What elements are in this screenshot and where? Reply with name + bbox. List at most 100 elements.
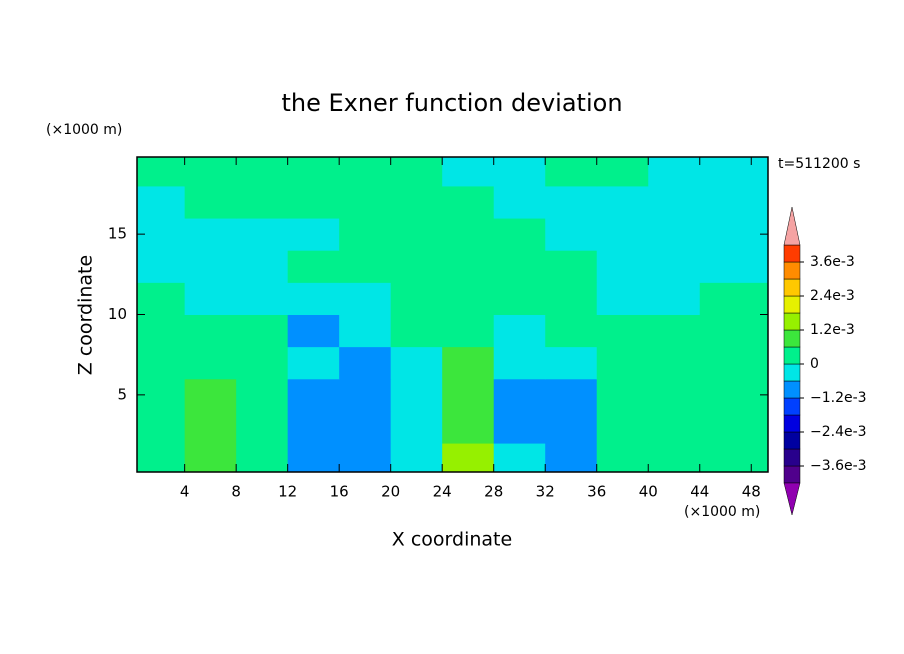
field-cell [184,346,237,380]
field-cell [648,443,701,473]
field-cell [287,410,340,444]
field-cell [493,282,546,315]
field-cell [699,346,769,380]
field-cell [339,250,392,283]
x-tick-label: 24 [433,483,452,501]
field-cell [493,218,546,251]
field-cell [699,282,769,315]
x-tick-label: 36 [587,483,606,501]
field-cell [137,218,186,251]
x-tick-label: 44 [690,483,709,501]
field-cell [137,443,186,473]
field-cell [596,218,649,251]
field-cell [648,157,701,187]
field-cell [596,314,649,348]
field-cell [442,378,495,412]
field-cell [390,185,443,219]
field-cell [390,346,443,380]
field-cell [287,314,340,348]
colorbar-tick-label: 1.2e-3 [810,322,855,338]
y-tick-label: 10 [108,305,127,323]
field-cell [596,443,649,473]
x-tick-label: 28 [484,483,503,501]
field-cell [287,185,340,219]
colorbar-tick-label: −3.6e-3 [810,458,867,474]
field-cell [545,346,598,380]
field-cell [184,443,237,473]
field-cell [287,443,340,473]
field-cell [184,378,237,412]
colorbar-over-arrow [783,206,801,246]
colorbar-box [783,346,801,365]
colorbar-box [783,448,801,467]
field-cell [287,157,340,187]
field-cell [390,314,443,348]
field-cell [442,157,495,187]
field-cell [493,185,546,219]
field-cell [339,346,392,380]
field-cell [442,250,495,283]
field-cell [236,250,289,283]
colorbar-box [783,278,801,297]
field-cell [442,314,495,348]
colorbar-tick-label: −1.2e-3 [810,390,867,406]
field-cell [184,185,237,219]
field-cell [545,410,598,444]
field-cell [493,314,546,348]
x-tick-label: 12 [278,483,297,501]
field-cell [339,218,392,251]
field-cell [390,410,443,444]
field-cell [184,157,237,187]
field-cell [287,282,340,315]
colorbar-box [783,295,801,314]
field-cell [137,282,186,315]
field-cell [287,218,340,251]
field-cell [390,378,443,412]
field-cell [236,185,289,219]
x-tick-label: 16 [330,483,349,501]
field-cell [184,250,237,283]
y-tick-label: 15 [108,225,127,243]
colorbar-under-arrow [783,482,801,516]
field-cell [545,157,598,187]
field-cell [699,443,769,473]
y-unit: (×1000 m) [46,122,122,138]
field-cell [390,282,443,315]
field-cell [390,218,443,251]
field-cell [596,346,649,380]
field-cell [648,410,701,444]
x-tick-label: 20 [381,483,400,501]
field-cell [493,346,546,380]
colorbar-tick-label: 0 [810,356,819,372]
field-cell [493,410,546,444]
field-cell [545,218,598,251]
colorbar-box [783,431,801,450]
field-cell [339,378,392,412]
colorbar-box [783,244,801,263]
field-cell [596,410,649,444]
field-cell [545,282,598,315]
field-cell [442,218,495,251]
x-tick-label: 48 [742,483,761,501]
field-cell [442,185,495,219]
y-tick-label: 5 [117,385,127,403]
field-cell [390,443,443,473]
field-cell [596,185,649,219]
field-cell [339,410,392,444]
field-cell [137,410,186,444]
field-cell [545,443,598,473]
field-cell [648,282,701,315]
field-cell [137,378,186,412]
field-cell [137,185,186,219]
colorbar-box [783,363,801,382]
colorbar-box [783,261,801,280]
field-cell [699,157,769,187]
field-cell [648,218,701,251]
field-cell [390,157,443,187]
field-cell [339,282,392,315]
colorbar-tick-label: 3.6e-3 [810,254,855,270]
x-unit: (×1000 m) [684,504,760,520]
field-cell [442,282,495,315]
field-cell [596,378,649,412]
